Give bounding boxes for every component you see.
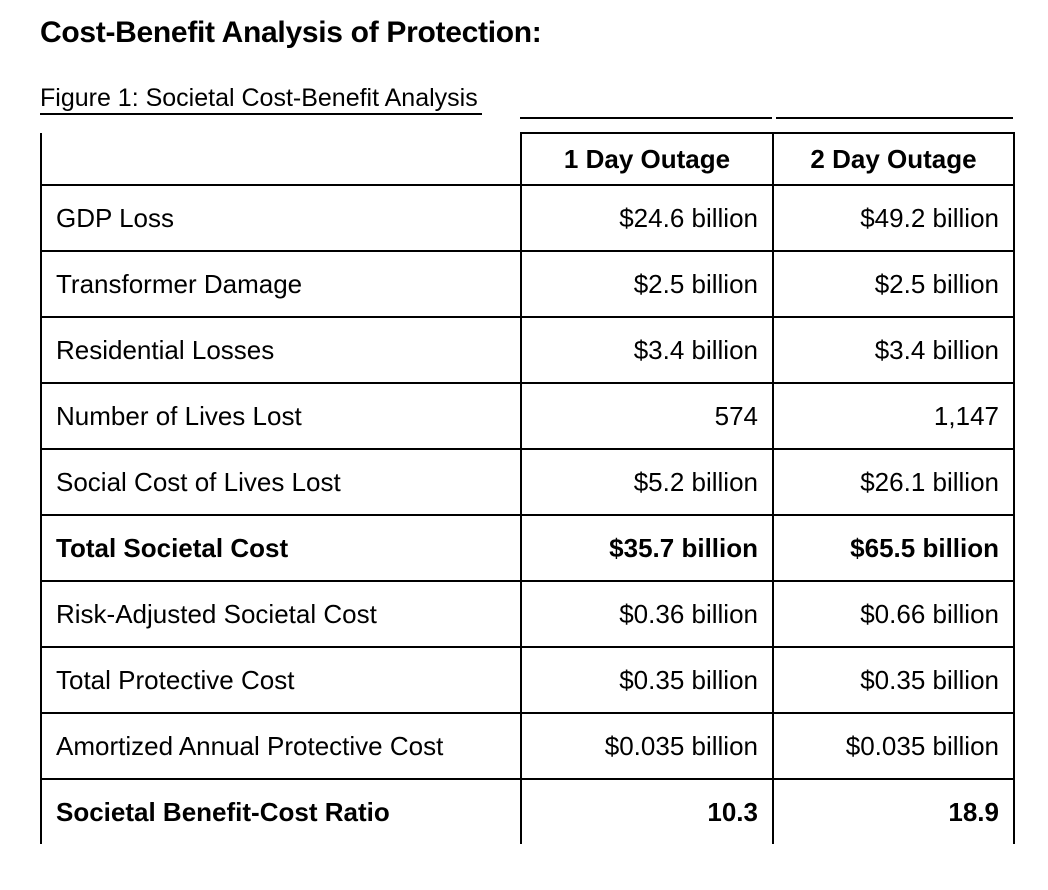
cell-1-day: 10.3: [520, 778, 774, 844]
row-label-risk-adjusted-cost: Risk-Adjusted Societal Cost: [40, 580, 522, 648]
cell-2-day: $49.2 billion: [772, 184, 1015, 252]
cell-2-day: 1,147: [772, 382, 1015, 450]
row-label-lives-lost: Number of Lives Lost: [40, 382, 522, 450]
cell-2-day: $0.66 billion: [772, 580, 1015, 648]
row-label-gdp-loss: GDP Loss: [40, 184, 522, 252]
header-top-rule-2: [776, 117, 1013, 119]
cell-1-day: 574: [520, 382, 774, 450]
cell-1-day: $0.35 billion: [520, 646, 774, 714]
cell-2-day: 18.9: [772, 778, 1015, 844]
header-cell-1-day-outage: 1 Day Outage: [520, 132, 774, 186]
cell-1-day: $0.36 billion: [520, 580, 774, 648]
row-label-amortized-cost: Amortized Annual Protective Cost: [40, 712, 522, 780]
row-label-social-cost-lives: Social Cost of Lives Lost: [40, 448, 522, 516]
cell-2-day: $26.1 billion: [772, 448, 1015, 516]
row-label-residential-losses: Residential Losses: [40, 316, 522, 384]
table-row: Transformer Damage $2.5 billion $2.5 bil…: [40, 250, 1015, 318]
row-label-benefit-cost-ratio: Societal Benefit-Cost Ratio: [40, 778, 522, 844]
figure-caption: Figure 1: Societal Cost-Benefit Analysis: [40, 83, 482, 115]
table-row: Social Cost of Lives Lost $5.2 billion $…: [40, 448, 1015, 516]
cell-2-day: $2.5 billion: [772, 250, 1015, 318]
table-row-benefit-cost-ratio: Societal Benefit-Cost Ratio 10.3 18.9: [40, 778, 1015, 844]
cell-2-day: $65.5 billion: [772, 514, 1015, 582]
row-label-total-societal-cost: Total Societal Cost: [40, 514, 522, 582]
header-top-rule-1: [520, 117, 772, 119]
cell-1-day: $5.2 billion: [520, 448, 774, 516]
row-label-total-protective-cost: Total Protective Cost: [40, 646, 522, 714]
table-header-row: 1 Day Outage 2 Day Outage: [40, 132, 1015, 186]
table-row: Risk-Adjusted Societal Cost $0.36 billio…: [40, 580, 1015, 648]
page-heading: Cost-Benefit Analysis of Protection:: [40, 16, 542, 49]
cell-1-day: $35.7 billion: [520, 514, 774, 582]
cell-2-day: $3.4 billion: [772, 316, 1015, 384]
cost-benefit-table: 1 Day Outage 2 Day Outage GDP Loss $24.6…: [40, 132, 1015, 844]
cell-2-day: $0.35 billion: [772, 646, 1015, 714]
table-row: Total Protective Cost $0.35 billion $0.3…: [40, 646, 1015, 714]
header-cell-blank: [40, 133, 522, 186]
table-row: Amortized Annual Protective Cost $0.035 …: [40, 712, 1015, 780]
table-row: GDP Loss $24.6 billion $49.2 billion: [40, 184, 1015, 252]
cell-1-day: $0.035 billion: [520, 712, 774, 780]
cell-1-day: $3.4 billion: [520, 316, 774, 384]
header-cell-2-day-outage: 2 Day Outage: [772, 132, 1015, 186]
table-row: Residential Losses $3.4 billion $3.4 bil…: [40, 316, 1015, 384]
table-row-total-societal-cost: Total Societal Cost $35.7 billion $65.5 …: [40, 514, 1015, 582]
table-row: Number of Lives Lost 574 1,147: [40, 382, 1015, 450]
cell-1-day: $2.5 billion: [520, 250, 774, 318]
row-label-transformer-damage: Transformer Damage: [40, 250, 522, 318]
cell-1-day: $24.6 billion: [520, 184, 774, 252]
cell-2-day: $0.035 billion: [772, 712, 1015, 780]
